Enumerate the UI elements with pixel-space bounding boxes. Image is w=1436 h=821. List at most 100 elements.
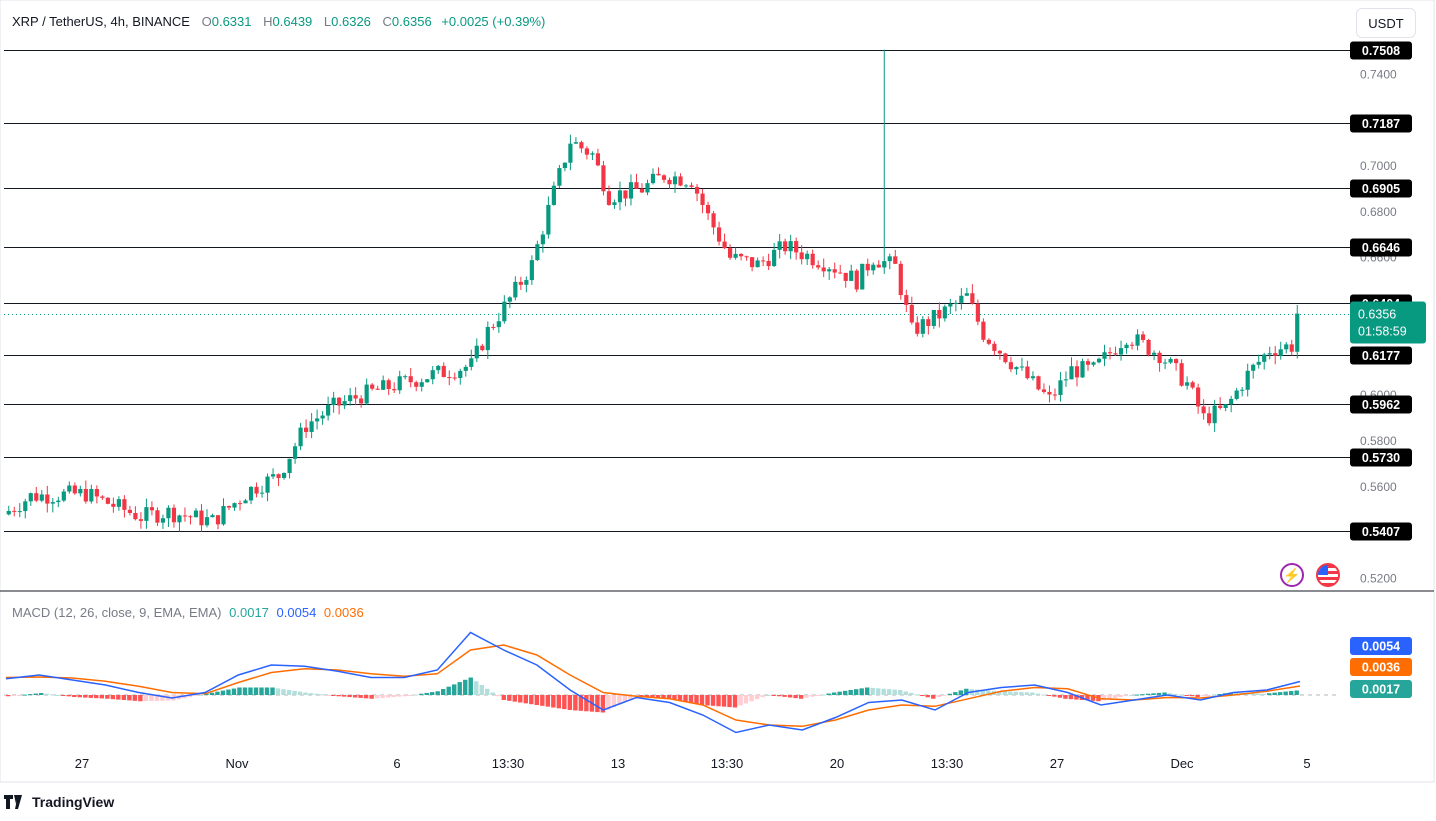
- macd-histogram-bar: [396, 695, 402, 697]
- candle-body: [557, 168, 562, 186]
- macd-histogram-bar: [1107, 695, 1112, 700]
- level-label: 0.6905: [1362, 182, 1400, 196]
- macd-histogram-bar: [1184, 695, 1189, 696]
- candle-body: [750, 257, 755, 268]
- candle-body: [920, 319, 925, 334]
- macd-header: MACD (12, 26, close, 9, EMA, EMA) 0.0017…: [12, 605, 364, 620]
- candle-body: [584, 148, 590, 155]
- macd-value-box: [1350, 637, 1412, 655]
- macd-histogram-bar: [479, 685, 484, 695]
- x-tick-label: 13:30: [931, 756, 964, 771]
- candle-body: [133, 512, 138, 520]
- macd-histogram-bar: [606, 695, 611, 710]
- macd-histogram-bar: [931, 695, 936, 699]
- candle-body: [540, 234, 545, 245]
- brand-name: TradingView: [32, 794, 115, 810]
- macd-histogram-bar: [105, 695, 110, 699]
- candle-body: [1262, 354, 1267, 362]
- macd-histogram-bar: [369, 695, 374, 699]
- candle-body: [893, 256, 898, 264]
- candle-body: [359, 398, 364, 404]
- candle-body: [78, 488, 83, 494]
- macd-histogram-bar: [61, 695, 66, 696]
- x-tick-label: 13:30: [711, 756, 744, 771]
- symbol-title: XRP / TetherUS, 4h, BINANCE: [12, 14, 190, 29]
- us-flag-icon[interactable]: [1316, 563, 1340, 587]
- candle-body: [342, 401, 347, 406]
- candle-body: [634, 182, 639, 189]
- macd-histogram-bar: [1024, 692, 1030, 695]
- macd-histogram-bar: [771, 695, 776, 696]
- candle-body: [606, 191, 612, 205]
- macd-histogram-bar: [1123, 695, 1129, 697]
- level-label-box: [1350, 114, 1412, 133]
- macd-histogram-bar: [754, 695, 760, 700]
- macd-histogram-bar: [485, 688, 490, 695]
- candlestick-series: [6, 49, 1300, 532]
- macd-histogram-bar: [826, 693, 831, 695]
- macd-histogram-bar: [853, 689, 859, 695]
- currency-button[interactable]: USDT: [1356, 8, 1416, 38]
- candle-body: [766, 260, 771, 267]
- macd-histogram-bar: [11, 695, 16, 696]
- candle-body: [761, 260, 766, 262]
- symbol-header: XRP / TetherUS, 4h, BINANCE O0.6331 H0.6…: [12, 14, 545, 29]
- candle-body: [529, 260, 534, 281]
- macd-histogram-bar: [699, 695, 705, 705]
- candle-body: [1069, 366, 1074, 380]
- macd-histogram-bar: [374, 695, 380, 699]
- macd-histogram-bar: [1189, 695, 1195, 697]
- candle-body: [436, 365, 441, 371]
- macd-histogram-bar: [1057, 695, 1063, 698]
- macd-histogram-bar: [914, 694, 919, 696]
- macd-histogram-bar: [622, 695, 628, 702]
- high-label: H: [263, 14, 273, 29]
- close-label: C: [382, 14, 392, 29]
- candle-body: [485, 326, 490, 351]
- candle-body: [155, 510, 160, 523]
- candle-body: [854, 270, 859, 290]
- macd-histogram-bar: [1261, 693, 1266, 695]
- tradingview-logo[interactable]: TradingView: [4, 794, 114, 810]
- macd-histogram-bar: [787, 695, 793, 698]
- time-axis: 27 Nov 6 13:30 13 13:30 20 13:30 27 Dec 5: [75, 756, 1311, 771]
- candle-body: [375, 388, 380, 390]
- macd-histogram-bar: [28, 694, 33, 696]
- candle-body: [507, 297, 512, 302]
- lightning-icon[interactable]: ⚡: [1280, 563, 1304, 587]
- macd-histogram-bar: [452, 684, 457, 695]
- macd-histogram-bar: [248, 687, 253, 695]
- candle-body: [39, 494, 44, 501]
- macd-histogram-bar: [600, 695, 606, 713]
- candle-body: [639, 188, 645, 193]
- candle-body: [667, 179, 672, 185]
- macd-histogram-bar: [490, 692, 495, 695]
- macd-line-value: 0.0054: [276, 605, 317, 620]
- macd-histogram-bar: [765, 695, 771, 696]
- candle-body: [678, 176, 683, 186]
- candle-body: [997, 350, 1002, 354]
- candle-body: [204, 517, 210, 526]
- candle-body: [755, 260, 760, 268]
- level-label: 0.7508: [1362, 44, 1400, 58]
- candle-body: [292, 446, 298, 459]
- candle-body: [838, 272, 843, 274]
- candle-body: [1151, 352, 1157, 355]
- macd-histogram-bar: [198, 694, 204, 696]
- macd-histogram-bar: [716, 695, 721, 707]
- macd-histogram-bar: [920, 695, 925, 696]
- candle-body: [364, 384, 369, 404]
- macd-histogram-bar: [341, 695, 347, 697]
- macd-histogram-bar: [281, 689, 286, 695]
- macd-histogram-bar: [644, 695, 650, 698]
- candle-body: [397, 376, 402, 391]
- macd-histogram-bar: [721, 695, 727, 707]
- x-tick-label: 27: [75, 756, 89, 771]
- candle-body: [160, 518, 166, 523]
- candle-body: [237, 503, 243, 505]
- macd-histogram-bar: [584, 695, 589, 712]
- macd-histogram-bar: [727, 695, 732, 708]
- macd-histogram-bar: [876, 688, 881, 695]
- macd-histogram-bar: [661, 695, 666, 699]
